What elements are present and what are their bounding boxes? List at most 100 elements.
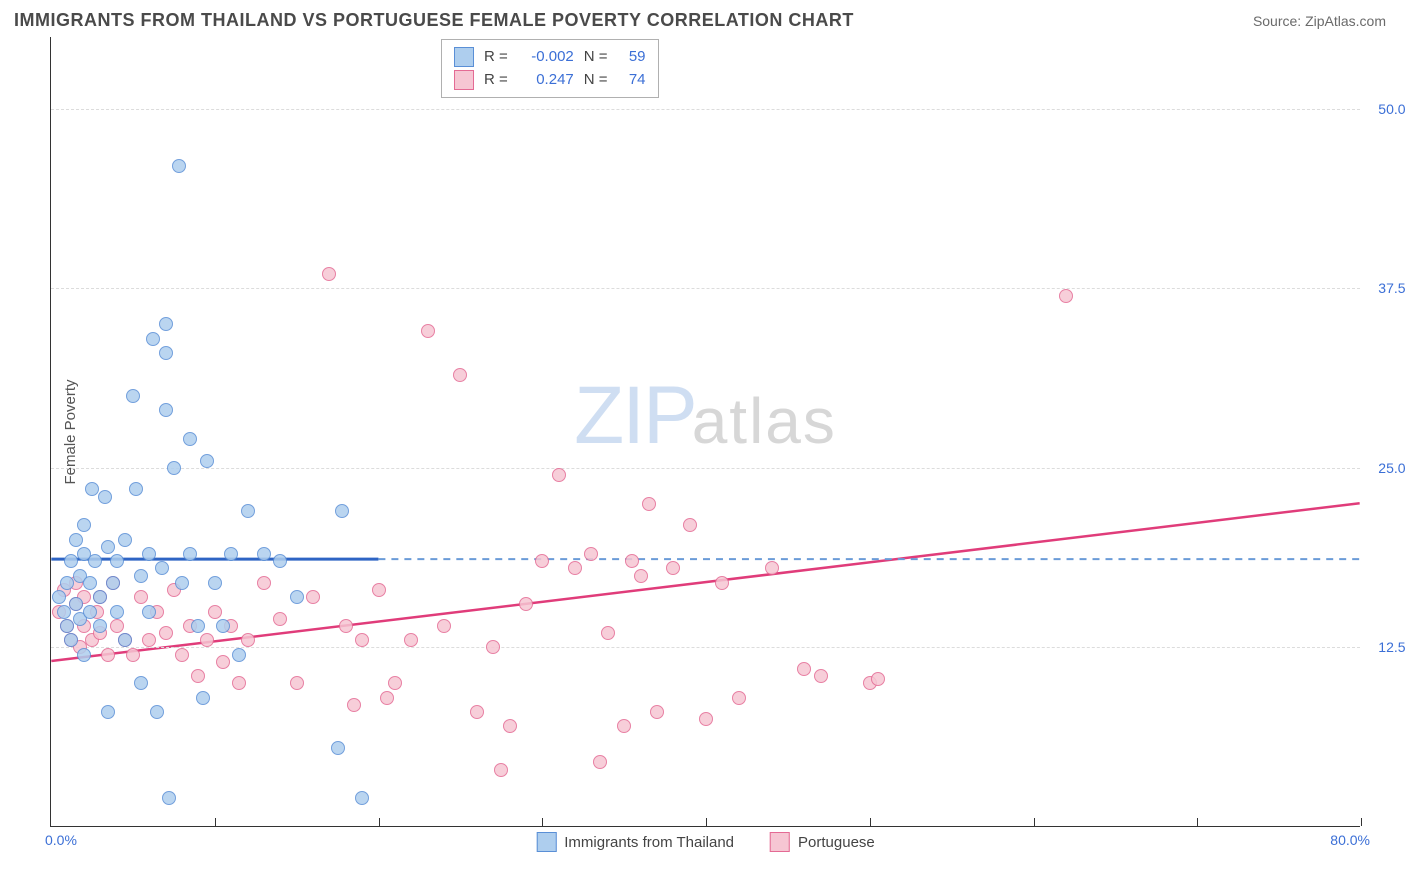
swatch-pink-2: [770, 832, 790, 852]
data-point-pink: [347, 698, 361, 712]
data-point-pink: [110, 619, 124, 633]
source-attribution: Source: ZipAtlas.com: [1253, 13, 1386, 29]
series-legend: Immigrants from Thailand Portuguese: [536, 832, 875, 852]
legend-row-pink: R = 0.247 N = 74: [454, 69, 646, 92]
data-point-pink: [216, 655, 230, 669]
data-point-blue: [183, 432, 197, 446]
y-tick-label: 25.0%: [1368, 460, 1406, 476]
data-point-pink: [355, 633, 369, 647]
data-point-blue: [101, 705, 115, 719]
gridline: [51, 468, 1360, 469]
series-legend-blue: Immigrants from Thailand: [536, 832, 734, 852]
x-tick: [1197, 818, 1198, 826]
data-point-blue: [208, 576, 222, 590]
data-point-pink: [232, 676, 246, 690]
chart-title: IMMIGRANTS FROM THAILAND VS PORTUGUESE F…: [14, 10, 854, 31]
x-axis-start: 0.0%: [45, 832, 77, 848]
legend-row-blue: R = -0.002 N = 59: [454, 46, 646, 69]
data-point-pink: [372, 583, 386, 597]
data-point-blue: [93, 590, 107, 604]
data-point-blue: [118, 633, 132, 647]
data-point-pink: [584, 547, 598, 561]
data-point-pink: [388, 676, 402, 690]
data-point-blue: [257, 547, 271, 561]
chart-container: Female Poverty ZIPatlas R = -0.002 N = 5…: [40, 37, 1380, 827]
data-point-blue: [110, 554, 124, 568]
x-axis-end: 80.0%: [1330, 832, 1370, 848]
data-point-blue: [159, 346, 173, 360]
swatch-pink: [454, 70, 474, 90]
data-point-blue: [129, 482, 143, 496]
data-point-blue: [331, 741, 345, 755]
data-point-pink: [503, 719, 517, 733]
y-tick-label: 50.0%: [1368, 101, 1406, 117]
data-point-blue: [162, 791, 176, 805]
data-point-pink: [625, 554, 639, 568]
data-point-blue: [355, 791, 369, 805]
data-point-blue: [69, 533, 83, 547]
data-point-pink: [470, 705, 484, 719]
data-point-blue: [200, 454, 214, 468]
legend-r-label: R =: [484, 46, 508, 69]
data-point-blue: [101, 540, 115, 554]
data-point-pink: [642, 497, 656, 511]
watermark: ZIPatlas: [574, 369, 837, 463]
data-point-blue: [216, 619, 230, 633]
data-point-pink: [535, 554, 549, 568]
y-tick-label: 12.5%: [1368, 639, 1406, 655]
data-point-pink: [159, 626, 173, 640]
data-point-blue: [167, 461, 181, 475]
correlation-legend: R = -0.002 N = 59 R = 0.247 N = 74: [441, 39, 659, 98]
data-point-blue: [290, 590, 304, 604]
data-point-pink: [519, 597, 533, 611]
data-point-blue: [60, 619, 74, 633]
data-point-pink: [601, 626, 615, 640]
data-point-blue: [155, 561, 169, 575]
x-tick: [1361, 818, 1362, 826]
data-point-pink: [650, 705, 664, 719]
data-point-blue: [196, 691, 210, 705]
data-point-blue: [126, 389, 140, 403]
data-point-pink: [666, 561, 680, 575]
series-label-pink: Portuguese: [798, 834, 875, 851]
data-point-pink: [765, 561, 779, 575]
data-point-blue: [142, 605, 156, 619]
x-tick: [706, 818, 707, 826]
gridline: [51, 288, 1360, 289]
data-point-blue: [232, 648, 246, 662]
data-point-pink: [699, 712, 713, 726]
legend-r-label2: R =: [484, 69, 508, 92]
x-tick: [215, 818, 216, 826]
swatch-blue: [454, 47, 474, 67]
x-tick: [542, 818, 543, 826]
series-legend-pink: Portuguese: [770, 832, 875, 852]
data-point-pink: [142, 633, 156, 647]
data-point-pink: [290, 676, 304, 690]
data-point-pink: [715, 576, 729, 590]
data-point-blue: [64, 633, 78, 647]
legend-pink-r: 0.247: [518, 69, 574, 92]
x-tick: [379, 818, 380, 826]
data-point-pink: [1059, 289, 1073, 303]
data-point-blue: [224, 547, 238, 561]
data-point-blue: [88, 554, 102, 568]
data-point-blue: [146, 332, 160, 346]
data-point-pink: [486, 640, 500, 654]
data-point-pink: [241, 633, 255, 647]
data-point-blue: [83, 605, 97, 619]
data-point-pink: [732, 691, 746, 705]
x-tick: [1034, 818, 1035, 826]
data-point-pink: [552, 468, 566, 482]
data-point-blue: [335, 504, 349, 518]
data-point-blue: [183, 547, 197, 561]
data-point-blue: [98, 490, 112, 504]
data-point-pink: [437, 619, 451, 633]
y-tick-label: 37.5%: [1368, 280, 1406, 296]
data-point-pink: [134, 590, 148, 604]
data-point-pink: [191, 669, 205, 683]
data-point-pink: [175, 648, 189, 662]
gridline: [51, 647, 1360, 648]
data-point-pink: [494, 763, 508, 777]
x-tick: [870, 818, 871, 826]
legend-blue-n: 59: [618, 46, 646, 69]
